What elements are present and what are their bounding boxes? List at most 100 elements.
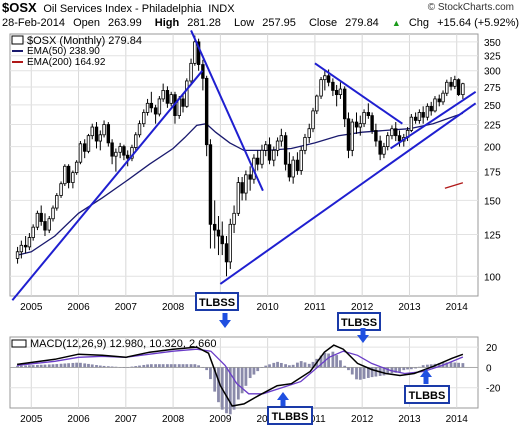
candle-body xyxy=(267,144,272,161)
trendline-3 xyxy=(219,102,477,285)
candle-body xyxy=(114,151,118,157)
macd-line xyxy=(16,344,464,407)
candle-body xyxy=(358,123,362,128)
x-tick-label: 2006 xyxy=(67,302,90,313)
macd-histogram-bar xyxy=(421,365,425,368)
candle-body xyxy=(417,112,422,121)
candle-body xyxy=(110,142,114,157)
macd-histogram-bar xyxy=(47,364,51,368)
macd-histogram-bar xyxy=(252,367,256,375)
macd-histogram-bar xyxy=(79,362,82,368)
x-tick-label: 2007 xyxy=(115,414,138,425)
legend-ema200: EMA(200) 164.92 xyxy=(27,57,106,68)
macd-histogram-bar xyxy=(256,367,260,372)
candle-body xyxy=(326,75,331,83)
candle-body xyxy=(126,154,130,159)
macd-histogram-bar xyxy=(279,362,283,368)
macd-histogram-bar xyxy=(406,367,409,370)
trendline-2 xyxy=(190,30,264,192)
candle-body xyxy=(149,102,154,109)
x-tick-label: 2005 xyxy=(20,414,43,425)
macd-histogram-bar xyxy=(453,362,457,368)
candle-body xyxy=(319,79,323,97)
y-tick-label: 20 xyxy=(486,343,498,354)
macd-histogram-bar xyxy=(429,364,433,368)
y-tick-label: 0 xyxy=(486,363,492,374)
y-tick-label: 150 xyxy=(484,196,501,207)
candle-body xyxy=(366,112,371,117)
symbol: $OSX xyxy=(2,0,37,15)
candle-body xyxy=(145,102,150,113)
ohlc-readout: 28-Feb-2014 Open 263.99 High 281.28 Low … xyxy=(2,17,520,29)
candle-body xyxy=(240,182,244,194)
candle-body xyxy=(23,244,28,248)
macd-histogram-bar xyxy=(36,364,39,368)
macd-histogram-bar xyxy=(449,362,453,368)
macd-histogram-bar xyxy=(146,364,149,368)
macd-histogram-bar xyxy=(173,364,177,368)
candle-body xyxy=(122,146,126,156)
tlbss-macd-label: TLBSS xyxy=(341,317,377,329)
macd-panel-frame xyxy=(9,336,479,409)
macd-histogram-bar xyxy=(264,365,268,368)
trendline-4 xyxy=(314,62,403,125)
macd-histogram-bar xyxy=(350,367,354,375)
candle-body xyxy=(295,159,300,171)
candle-body xyxy=(86,135,91,152)
stockcharts-credit[interactable]: © StockCharts.com xyxy=(427,2,514,13)
macd-histogram-bar xyxy=(437,363,441,368)
candle-body xyxy=(287,163,292,178)
candle-body xyxy=(208,144,213,225)
macd-histogram-bar xyxy=(370,367,374,378)
macd-histogram-bar xyxy=(83,363,87,368)
y-tick-label: 225 xyxy=(484,121,501,132)
macd-histogram-bar xyxy=(43,364,47,368)
candle-body xyxy=(228,223,232,263)
x-tick-label: 2006 xyxy=(67,414,90,425)
x-tick-label: 2011 xyxy=(304,414,326,425)
macd-histogram-bar xyxy=(244,367,248,386)
trendline-5 xyxy=(389,90,477,150)
macd-histogram-bar xyxy=(149,364,153,368)
y-tick-label: -20 xyxy=(486,384,501,395)
macd-histogram-bar xyxy=(19,365,23,368)
candle-body xyxy=(311,110,315,130)
candle-body xyxy=(196,41,201,65)
candle-body xyxy=(177,98,181,117)
candle-body xyxy=(15,251,20,259)
macd-histogram-bar xyxy=(51,364,55,368)
macd-histogram-bar xyxy=(209,367,212,380)
price-panel-frame xyxy=(9,33,479,297)
candle-body xyxy=(362,112,366,125)
candle-body xyxy=(189,62,193,82)
macd-histogram-bar xyxy=(366,367,370,378)
macd-histogram-bar xyxy=(31,365,35,368)
candle-body xyxy=(248,174,252,180)
candle-body xyxy=(63,165,67,185)
candle-body xyxy=(413,116,418,121)
x-tick-label: 2013 xyxy=(398,414,421,425)
tlbbs-right-label: TLBBS xyxy=(409,390,446,402)
macd-histogram-bar xyxy=(114,366,118,368)
macd-histogram-bar xyxy=(59,363,63,368)
macd-histogram-bar xyxy=(181,364,185,368)
macd-histogram-bar xyxy=(67,363,71,368)
x-tick-label: 2008 xyxy=(162,414,185,425)
change-readout: Chg +15.64 (+5.92%) xyxy=(408,17,520,29)
macd-histogram-bar xyxy=(248,367,252,379)
candle-body xyxy=(342,88,347,120)
tlbss-main-box xyxy=(195,292,239,311)
macd-histogram-bar xyxy=(27,365,31,368)
macd-histogram-bar xyxy=(445,362,449,368)
macd-histogram-bar xyxy=(331,351,335,368)
macd-histogram-bar xyxy=(217,367,220,403)
macd-histogram-bar xyxy=(189,364,193,368)
macd-histogram-bar xyxy=(284,364,287,368)
macd-histogram-bar xyxy=(98,365,102,368)
candle-body xyxy=(256,157,260,165)
candle-body xyxy=(264,144,268,151)
candle-body xyxy=(445,81,449,94)
tlbss-macd-box xyxy=(337,312,381,331)
